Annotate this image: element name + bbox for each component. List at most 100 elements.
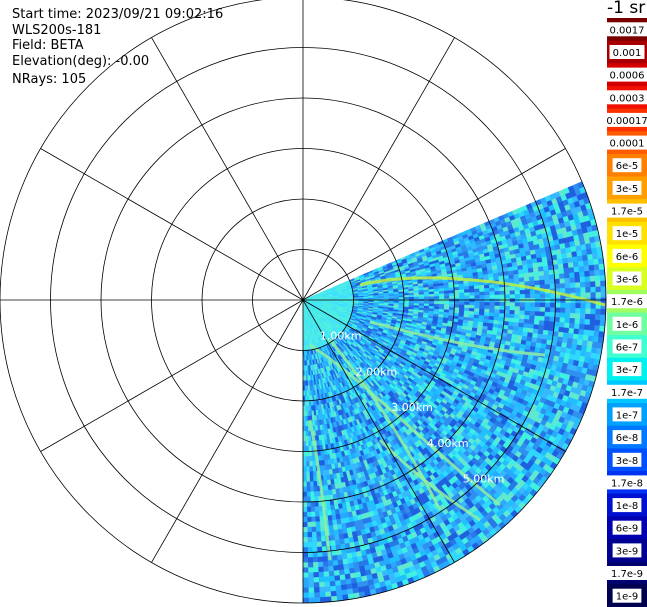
data-cell xyxy=(413,294,420,298)
data-cell xyxy=(588,330,595,337)
data-cell xyxy=(423,294,430,298)
data-cell xyxy=(535,298,541,304)
data-cell xyxy=(588,264,595,272)
data-cell xyxy=(484,287,490,293)
data-cell xyxy=(439,296,445,300)
data-cell xyxy=(595,292,602,299)
data-cell xyxy=(578,329,585,336)
data-cell xyxy=(599,320,606,327)
data-cell xyxy=(524,289,531,295)
data-cell xyxy=(577,255,584,262)
data-cell xyxy=(459,295,465,300)
data-cell xyxy=(567,332,574,340)
data-cell xyxy=(544,316,551,322)
data-cell xyxy=(434,296,440,300)
data-cell xyxy=(479,295,486,300)
data-cell xyxy=(509,306,516,311)
data-cell xyxy=(433,303,440,307)
data-cell xyxy=(595,280,601,288)
data-cell xyxy=(585,286,592,293)
data-cell xyxy=(529,302,536,308)
data-cell xyxy=(587,253,594,261)
data-cell xyxy=(573,323,580,330)
data-cell xyxy=(454,301,460,306)
data-cell xyxy=(600,291,607,299)
data-cell xyxy=(484,291,491,296)
data-cell xyxy=(558,322,565,328)
data-cell xyxy=(549,283,556,290)
data-cell xyxy=(464,292,470,297)
data-cell xyxy=(499,305,506,311)
data-cell xyxy=(600,280,606,287)
data-cell xyxy=(454,295,460,300)
data-cell xyxy=(538,275,545,281)
data-cell xyxy=(449,293,455,297)
data-cell xyxy=(587,335,594,343)
data-cell xyxy=(579,318,586,325)
data-cell xyxy=(473,281,480,287)
data-cell xyxy=(433,301,440,305)
data-cell xyxy=(449,301,455,305)
data-cell xyxy=(568,267,575,274)
data-cell xyxy=(439,301,445,305)
data-cell xyxy=(523,272,530,278)
data-cell xyxy=(529,280,536,286)
data-cell xyxy=(504,286,511,292)
data-cell xyxy=(519,298,526,303)
data-cell xyxy=(538,324,545,331)
data-cell xyxy=(418,296,425,300)
data-cell xyxy=(388,297,395,300)
data-cell xyxy=(584,313,591,320)
data-cell xyxy=(499,302,506,307)
data-cell xyxy=(524,310,531,316)
data-cell xyxy=(494,305,501,310)
data-cell xyxy=(514,310,521,316)
data-cell xyxy=(458,289,465,294)
data-cell xyxy=(532,266,539,273)
data-cell xyxy=(568,322,575,330)
data-cell xyxy=(543,274,550,281)
data-cell xyxy=(514,302,521,307)
data-cell xyxy=(459,292,465,297)
data-cell xyxy=(463,307,470,312)
data-cell xyxy=(459,301,465,306)
data-cell xyxy=(549,279,556,285)
data-cell xyxy=(572,261,580,268)
data-cell xyxy=(474,291,480,296)
data-cell xyxy=(504,294,511,299)
data-cell xyxy=(514,294,521,299)
data-cell xyxy=(484,305,491,310)
data-cell xyxy=(489,294,496,299)
data-cell xyxy=(594,325,601,332)
data-cell xyxy=(504,305,511,311)
data-cell xyxy=(509,294,516,299)
data-cell xyxy=(571,251,578,258)
data-cell xyxy=(584,276,591,283)
data-cell xyxy=(518,322,525,328)
data-cell xyxy=(489,308,495,314)
data-cell xyxy=(418,301,425,304)
data-cell xyxy=(568,327,575,335)
data-cell xyxy=(474,298,480,303)
data-cell xyxy=(517,269,524,275)
data-cell xyxy=(518,318,525,324)
data-cell xyxy=(564,312,571,319)
data-cell xyxy=(484,308,490,313)
data-cell xyxy=(503,313,510,319)
data-cell xyxy=(418,294,425,298)
data-cell xyxy=(582,334,589,342)
data-cell xyxy=(593,264,600,271)
data-cell xyxy=(569,282,576,289)
data-cell xyxy=(580,287,586,294)
data-cell xyxy=(523,276,530,283)
data-cell xyxy=(549,311,556,318)
data-cell xyxy=(534,306,541,312)
data-cell xyxy=(553,273,560,280)
data-cell xyxy=(557,331,564,338)
data-cell xyxy=(438,290,445,295)
data-cell xyxy=(564,282,571,289)
data-cell xyxy=(538,270,545,277)
data-cell xyxy=(504,298,511,303)
data-cell xyxy=(595,308,602,315)
